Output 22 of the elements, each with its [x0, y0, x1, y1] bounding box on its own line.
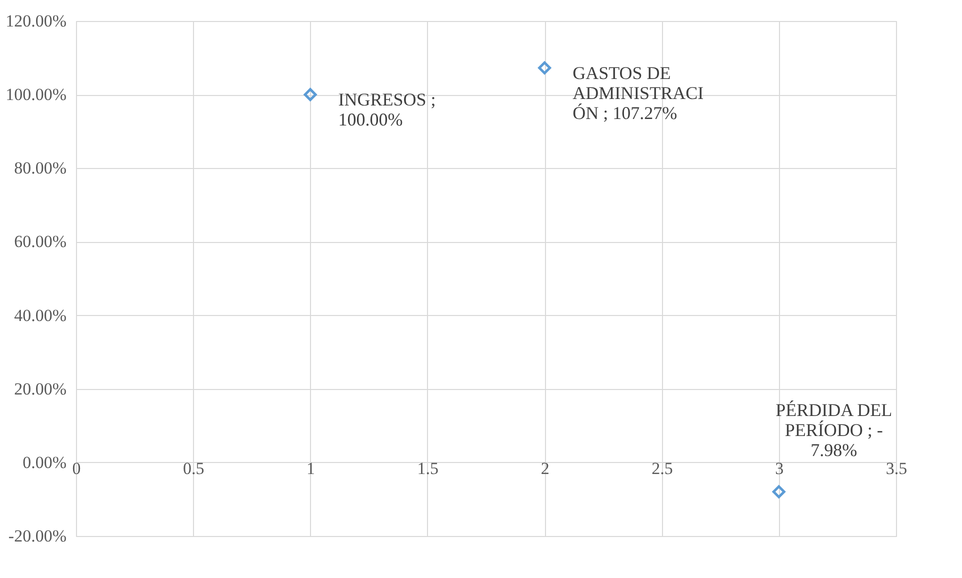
- y-tick-label: -20.00%: [8, 526, 66, 546]
- point: [304, 88, 317, 102]
- y-tick-label: 120.00%: [6, 12, 66, 30]
- y-tick-label: 80.00%: [14, 158, 66, 178]
- point: [538, 61, 552, 74]
- text: INGRESOS ; 100.00%: [338, 90, 436, 130]
- x-tick-label: 2: [540, 458, 550, 478]
- text: GASTOS DE ADMINISTRACI ÓN ; 107.27%: [572, 62, 704, 123]
- y-tick-label: 20.00%: [14, 379, 66, 398]
- x-tick-label: 0: [72, 458, 81, 478]
- x-tick-label: 1: [306, 458, 316, 478]
- y-tick-label: 40.00%: [14, 306, 66, 325]
- x-tick-label: 2.5: [652, 458, 673, 478]
- x-tick-label: 3: [775, 458, 784, 478]
- text: PÉRDIDA DEL PERÍODO ; - 7.98%: [776, 400, 892, 460]
- point: [772, 485, 786, 498]
- x-tick-label: 1.5: [417, 458, 439, 478]
- x-tick-label: 0.5: [183, 458, 204, 478]
- x-tick-label: 3.5: [886, 458, 908, 478]
- y-tick-label: 60.00%: [14, 232, 66, 252]
- y-tick-label: 0.00%: [22, 452, 66, 472]
- y-tick-label: 100.00%: [6, 85, 66, 104]
